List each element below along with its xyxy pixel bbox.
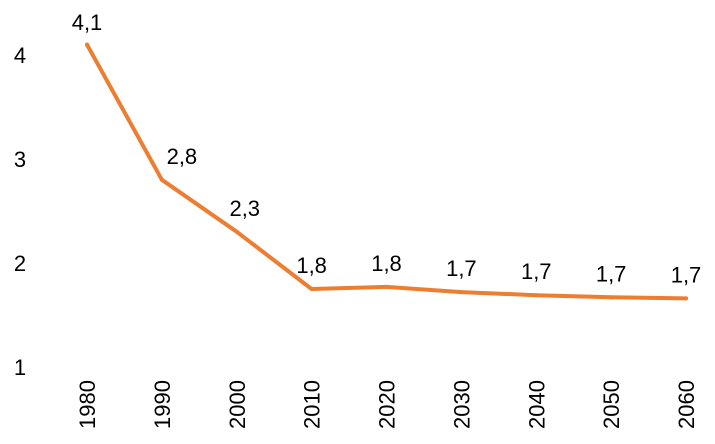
data-point xyxy=(85,42,89,47)
x-tick-label: 1980 xyxy=(75,380,100,429)
data-labels: 4,1 2,8 2,3 1,8 1,8 1,7 1,7 1,7 1,7 xyxy=(72,10,702,287)
data-label: 1,8 xyxy=(371,251,402,276)
data-label: 1,7 xyxy=(671,262,702,287)
x-tick-label: 2000 xyxy=(225,380,250,429)
data-label: 2,8 xyxy=(167,144,198,169)
data-point xyxy=(609,295,614,300)
data-label: 1,8 xyxy=(296,253,327,278)
x-tick-label: 2060 xyxy=(674,380,699,429)
data-label: 1,7 xyxy=(521,259,552,284)
x-tick-label: 2050 xyxy=(599,380,624,429)
data-point xyxy=(684,296,688,301)
data-point xyxy=(159,177,164,182)
data-label: 1,7 xyxy=(596,261,627,286)
y-tick-label: 4 xyxy=(14,43,26,68)
data-label: 2,3 xyxy=(229,196,260,221)
x-tick-label: 2040 xyxy=(524,380,549,429)
x-tick-label: 2020 xyxy=(375,380,400,429)
y-tick-label: 2 xyxy=(14,251,26,276)
x-tick-label: 2030 xyxy=(449,380,474,429)
series-group xyxy=(85,42,688,301)
y-tick-label: 1 xyxy=(14,355,26,380)
x-tick-label: 2010 xyxy=(300,380,325,429)
x-axis-ticks: 1980 1990 2000 2010 2020 2030 2040 2050 2060 xyxy=(75,380,699,429)
data-point xyxy=(309,287,314,291)
data-point xyxy=(384,284,389,289)
data-point xyxy=(234,229,239,234)
data-label: 4,1 xyxy=(72,10,103,35)
data-point xyxy=(534,293,539,298)
y-axis-ticks: 1 2 3 4 xyxy=(14,43,26,380)
x-tick-label: 1990 xyxy=(150,380,175,429)
y-tick-label: 3 xyxy=(14,147,26,172)
data-point xyxy=(459,290,464,295)
data-label: 1,7 xyxy=(446,256,477,281)
